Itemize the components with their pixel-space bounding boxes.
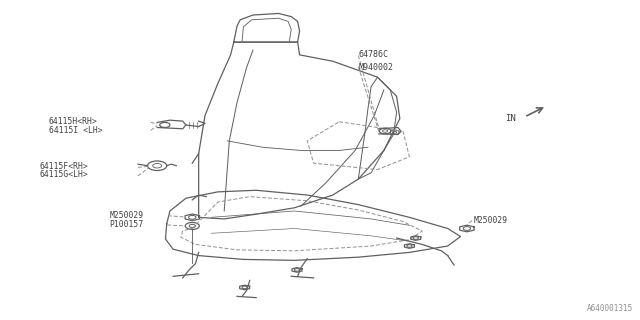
Text: P100157: P100157 — [109, 220, 143, 229]
Text: 64115F<RH>: 64115F<RH> — [39, 162, 88, 171]
Text: A640001315: A640001315 — [587, 304, 633, 313]
Text: 64115G<LH>: 64115G<LH> — [39, 171, 88, 180]
Text: M250029: M250029 — [473, 216, 508, 225]
Text: 64786C: 64786C — [358, 50, 388, 59]
Text: 64115H<RH>: 64115H<RH> — [49, 117, 97, 126]
Text: IN: IN — [505, 114, 516, 123]
Text: M940002: M940002 — [358, 63, 394, 72]
Text: 64115I <LH>: 64115I <LH> — [49, 126, 102, 135]
Text: M250029: M250029 — [109, 211, 143, 220]
